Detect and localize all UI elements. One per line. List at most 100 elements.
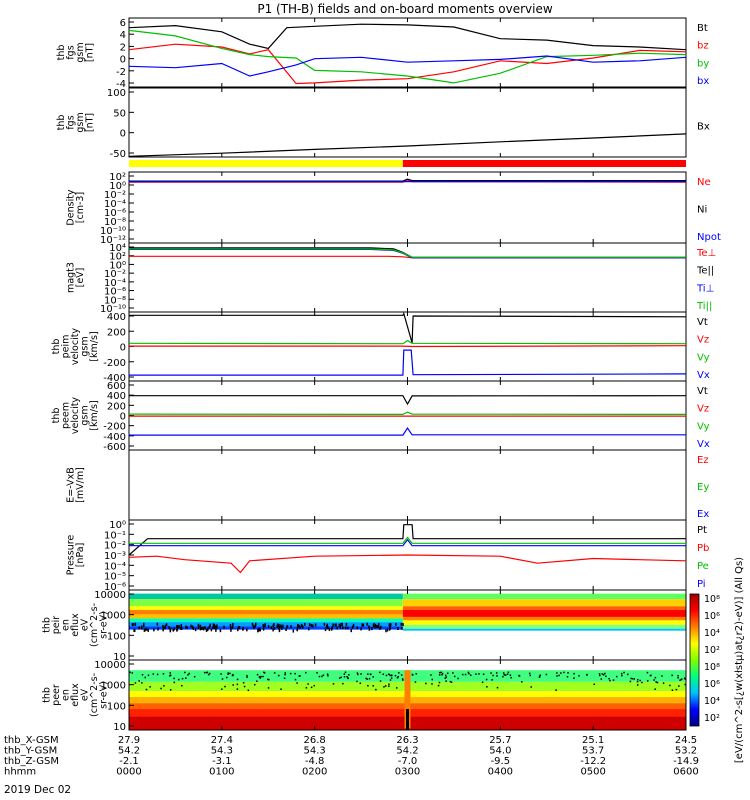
y-tick-label: 100	[107, 88, 126, 99]
ephemeris-value: 53.2	[675, 746, 697, 757]
spectrogram-speckle	[293, 630, 295, 633]
spectrogram-speckle	[482, 682, 484, 684]
spectrogram-speckle	[380, 680, 382, 682]
legend-entry: Ni	[697, 205, 707, 216]
ephemeris-value: -14.9	[673, 756, 699, 767]
spectrogram-speckle	[187, 674, 189, 676]
spectrogram-speckle	[425, 683, 427, 685]
spectrogram-speckle	[357, 626, 359, 629]
spectrogram-speckle	[220, 673, 222, 675]
spectrogram-speckle	[347, 678, 349, 680]
spectrogram-speckle	[439, 682, 441, 684]
spectrogram-band-after-2	[403, 606, 686, 610]
spectrogram-speckle	[184, 672, 186, 674]
ephemeris-row-label: thb_Y-GSM	[4, 746, 57, 757]
spectrogram-speckle	[325, 628, 327, 631]
spectrogram-speckle	[237, 684, 239, 686]
spectrogram-speckle	[185, 677, 187, 679]
spectrogram-speckle	[216, 624, 218, 627]
spectrogram-speckle	[223, 626, 225, 629]
spectrogram-speckle	[357, 674, 359, 676]
legend-entry: Te||	[696, 266, 714, 277]
y-tick-label: 50	[113, 108, 126, 119]
spectrogram-speckle	[145, 677, 147, 679]
spectrogram-speckle	[632, 678, 634, 680]
colorbar-tick-label: 10⁴	[704, 696, 720, 707]
spectrogram-speckle	[198, 624, 200, 627]
spectrogram-speckle	[173, 629, 175, 632]
spectrogram-speckle	[504, 674, 506, 676]
spectrogram-speckle	[243, 682, 245, 684]
legend-entry: Vx	[697, 370, 710, 381]
spectrogram-speckle	[157, 628, 159, 631]
spectrogram-speckle	[634, 678, 636, 680]
ephemeris-row-label: thb_Z-GSM	[4, 756, 59, 767]
spectrogram-speckle	[395, 623, 397, 626]
ephemeris-value: -12.2	[580, 756, 606, 767]
spectrogram-speckle	[327, 673, 329, 675]
spectrogram-speckle	[345, 672, 347, 674]
spectrogram-speckle	[357, 672, 359, 674]
spectrogram-speckle	[194, 676, 196, 678]
spectrogram-speckle	[129, 672, 131, 674]
spectrogram-speckle	[285, 672, 287, 674]
spectrogram-speckle	[230, 627, 232, 630]
y-axis-label-line: [nT]	[84, 113, 95, 132]
spectrogram-speckle	[503, 672, 505, 674]
legend-entry: Vy	[697, 352, 710, 363]
ephemeris-value: 27.9	[118, 735, 140, 746]
spectrogram-speckle	[380, 626, 382, 629]
spectrogram-speckle	[272, 628, 274, 631]
spectrogram-speckle	[430, 674, 432, 676]
spectrogram-speckle	[254, 684, 256, 686]
date-label: 2019 Dec 02	[4, 784, 71, 796]
spectrogram-speckle	[162, 625, 164, 628]
legend-entry: Vt	[697, 317, 708, 328]
spectrogram-speckle	[470, 674, 472, 676]
legend-entry: bx	[697, 76, 709, 87]
spectrogram-speckle	[637, 684, 639, 686]
spectrogram-speckle	[186, 626, 188, 629]
spectrogram-band-after-5	[403, 620, 686, 625]
legend-entry: Ne	[697, 177, 711, 188]
series-line-pressure-1	[129, 555, 686, 573]
spectrogram-band-before-3	[129, 610, 403, 614]
y-tick-label: 4	[120, 30, 126, 41]
spectrogram-speckle	[678, 685, 680, 687]
series-line-peim_velocity-3	[129, 350, 686, 375]
spectrogram-speckle	[465, 674, 467, 676]
spectrogram-speckle	[385, 685, 387, 687]
legend-entry: bz	[697, 41, 709, 52]
spectrogram-speckle	[457, 678, 459, 680]
panels-group: 6420-2-4thbfgsgsm[nT]Btbzbybx100500-50th…	[42, 18, 721, 733]
spectrogram-speckle	[401, 674, 403, 676]
spectrogram-speckle	[367, 673, 369, 675]
legend-entry: Ez	[697, 455, 709, 466]
spectrogram-speckle	[556, 672, 558, 674]
spectrogram-speckle	[153, 673, 155, 675]
spectrogram-speckle	[360, 673, 362, 675]
legend-entry: Vz	[697, 335, 709, 346]
spectrogram-speckle	[339, 677, 341, 679]
spectrogram-speckle	[507, 673, 509, 675]
series-line-fgs_bx-0	[129, 134, 686, 156]
spectrogram-speckle	[138, 626, 140, 629]
spectrogram-speckle	[253, 626, 255, 629]
spectrogram-speckle	[445, 677, 447, 679]
ephemeris-value: -9.5	[491, 756, 511, 767]
spectrogram-speckle	[347, 627, 349, 630]
spectrogram-band-before-1	[129, 599, 403, 606]
spectrogram-speckle	[578, 675, 580, 677]
ephemeris-value: 54.2	[118, 746, 140, 757]
spectrogram-speckle	[508, 672, 510, 674]
colorbar-tick-label: 10⁴	[704, 628, 720, 639]
spectrogram-speckle	[295, 679, 297, 681]
spectrogram-speckle	[285, 628, 287, 631]
ephemeris-value: -2.1	[119, 756, 139, 767]
spectrogram-speckle	[278, 675, 280, 677]
spectrogram-speckle	[299, 626, 301, 629]
spectrogram-speckle	[375, 689, 377, 691]
spectrogram-speckle	[313, 685, 315, 687]
spectrogram-speckle	[290, 673, 292, 675]
spectrogram-speckle	[260, 676, 262, 678]
